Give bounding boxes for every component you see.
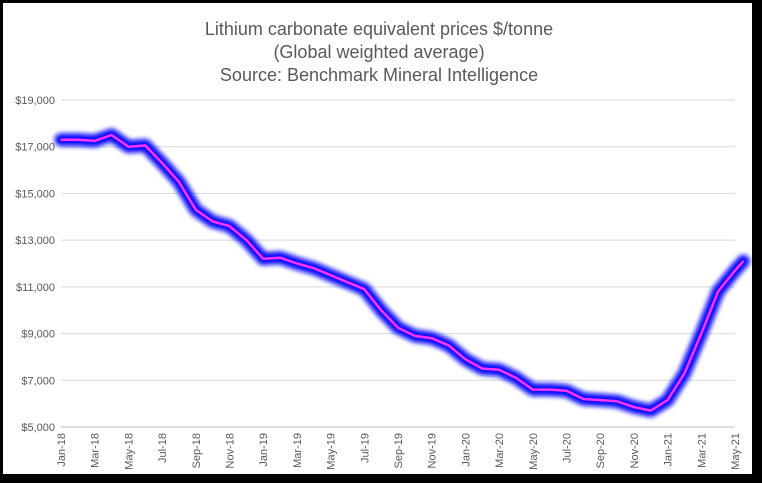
x-tick-label: May-19 [326,433,338,470]
data-point [380,309,382,312]
x-tick-label: Mar-18 [90,433,102,468]
x-tick-label: Nov-20 [629,433,641,468]
x-tick-label: Jan-19 [258,433,270,467]
x-tick-label: Jul-20 [562,433,574,463]
price-series [54,128,750,418]
data-point [633,406,635,408]
x-tick-label: May-20 [528,433,540,470]
data-point [515,377,517,379]
data-point [144,144,147,147]
gridlines [61,99,735,428]
data-point [245,239,248,241]
data-point [447,344,450,347]
x-tick-label: Mar-21 [696,433,708,468]
y-tick-label: $5,000 [21,422,55,434]
data-point [77,138,79,141]
data-point [397,326,399,329]
chart-title-line-1: Lithium carbonate equivalent prices $/to… [205,19,553,39]
data-point [93,140,96,142]
y-tick-label: $9,000 [21,329,55,341]
y-tick-label: $17,000 [15,142,55,154]
data-point [346,281,349,283]
data-point [498,368,500,371]
data-point [599,399,601,401]
data-point [430,337,433,340]
data-point [195,208,197,211]
data-point [262,258,265,260]
chart-title-line-2: (Global weighted average) [273,42,484,62]
data-point [683,372,686,375]
x-tick-label: Mar-19 [292,433,304,468]
data-point [127,145,130,148]
data-point [211,220,214,223]
x-tick-label: May-18 [123,433,135,470]
data-point [414,335,416,337]
x-tick-label: Nov-19 [427,433,439,468]
data-point [616,400,618,403]
data-point [565,389,568,392]
y-tick-label: $15,000 [15,188,55,200]
y-tick-label: $19,000 [15,95,55,107]
chart-title-line-3: Source: Benchmark Mineral Intelligence [220,65,538,85]
x-tick-label: Sep-18 [191,433,203,468]
x-tick-label: Jan-21 [663,433,675,467]
data-point [296,262,298,265]
data-point [60,138,62,141]
data-point [734,269,736,272]
x-tick-label: Jul-19 [359,433,371,463]
data-point [279,256,281,259]
line-chart: Lithium carbonate equivalent prices $/to… [15,19,750,470]
chart-frame: Lithium carbonate equivalent prices $/to… [3,3,752,474]
series-glow [54,128,750,418]
data-point [582,398,585,400]
y-tick-label: $13,000 [15,235,55,247]
x-tick-label: Jul-18 [157,433,169,463]
data-point [110,134,113,136]
series-line [61,133,745,412]
data-point [649,409,652,412]
data-point [548,388,551,391]
data-point [700,332,703,335]
data-point [178,180,180,183]
data-point [742,260,745,262]
x-tick-label: Mar-20 [494,433,506,468]
x-axis-tick-labels: Jan-18 Mar-18 May-18 Jul-18 Sep-18 Nov-18 Jan-… [56,433,742,470]
x-tick-label: Jan-20 [460,433,472,467]
data-point [481,367,484,370]
x-tick-label: Sep-19 [393,433,405,468]
y-tick-label: $7,000 [21,375,55,387]
x-tick-label: Nov-18 [225,433,237,468]
data-point [312,267,315,269]
data-point [464,358,467,361]
data-point [329,274,332,276]
data-point [666,399,669,401]
x-tick-label: Sep-20 [595,433,607,468]
x-tick-label: Jan-18 [56,433,68,467]
chart-title: Lithium carbonate equivalent prices $/to… [205,19,553,85]
data-point [363,288,366,290]
data-point [228,225,231,227]
x-tick-label: May-21 [730,433,742,470]
y-axis-tick-labels: $5,000 $7,000 $9,000 $11,000 $13,000 $15,000 $… [15,95,55,434]
y-tick-label: $11,000 [16,282,55,294]
data-point [161,162,163,164]
data-point [717,290,719,293]
data-point [532,388,534,391]
